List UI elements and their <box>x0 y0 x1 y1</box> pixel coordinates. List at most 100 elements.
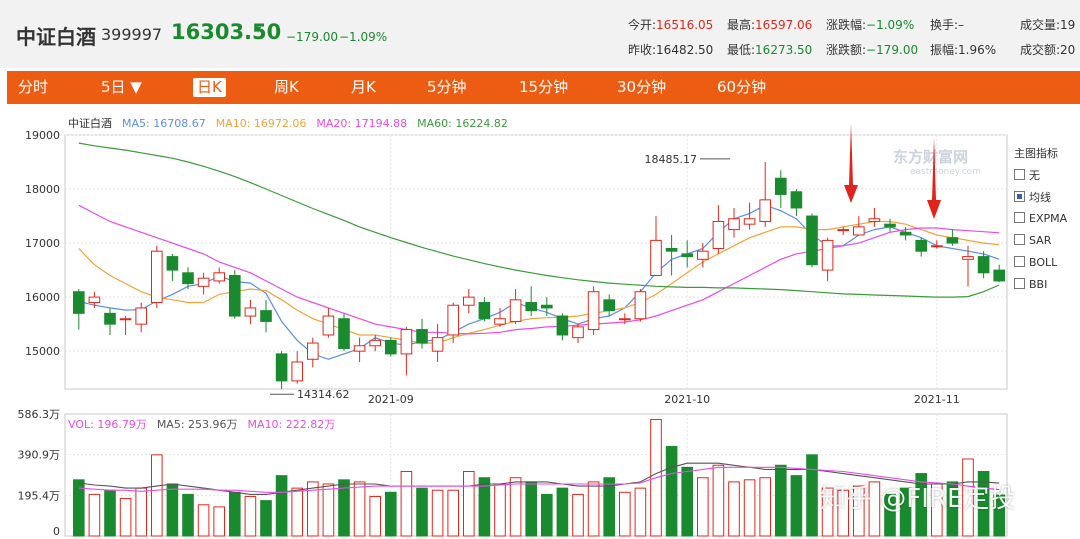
candle-up <box>821 239 834 271</box>
indicator-option-sar[interactable]: SAR <box>1014 234 1051 248</box>
candle-down <box>977 256 990 274</box>
high-value: 16597.06 <box>755 18 813 32</box>
candle-down <box>681 253 694 258</box>
indicator-option-none[interactable]: 无 <box>1014 169 1040 183</box>
volume-bar <box>509 477 522 537</box>
volume-bar <box>260 500 272 537</box>
amount-field: 成交额:20 <box>1020 41 1075 58</box>
candle-down <box>790 191 803 209</box>
high-field: 最高:16597.06 <box>727 16 812 33</box>
low-value: 16273.50 <box>755 43 813 57</box>
y-tick-label: 0 <box>53 525 60 538</box>
volume-field: 成交量:19 <box>1020 16 1075 33</box>
y-tick-label: 586.3万 <box>18 408 61 421</box>
option-label: BOLL <box>1029 256 1058 269</box>
checkbox-icon <box>1014 256 1025 267</box>
tab-15min[interactable]: 15分钟 <box>519 78 569 96</box>
low-field: 最低:16273.50 <box>727 41 812 58</box>
candle-down <box>884 223 896 228</box>
red-arrow-icon <box>844 123 858 203</box>
volume-bar <box>665 446 678 537</box>
volume-bar <box>104 489 116 537</box>
candle-down <box>993 269 1006 282</box>
price-change: −179.00 <box>286 30 339 44</box>
tab-monthly-k[interactable]: 月K <box>351 78 376 96</box>
amp-value: 1.96% <box>958 43 997 57</box>
index-price: 16303.50 <box>171 20 282 44</box>
option-label: 无 <box>1029 169 1040 182</box>
volume-bar <box>962 458 974 537</box>
volume-bar <box>977 470 990 537</box>
tab-30min[interactable]: 30分钟 <box>617 78 667 96</box>
volume-bar <box>743 479 756 537</box>
volume-bar <box>572 493 584 537</box>
volume-bar <box>119 498 132 537</box>
candle-up <box>119 318 132 321</box>
volume-bar <box>603 477 616 537</box>
volume-bar <box>915 473 928 537</box>
indicator-option-expma[interactable]: EXPMA <box>1014 212 1067 226</box>
candle-up <box>462 296 475 306</box>
candle-up <box>197 277 210 287</box>
indicator-option-ma[interactable]: 均线 <box>1014 191 1051 205</box>
annotation-high: 18485.17 <box>645 153 698 166</box>
tab-60min[interactable]: 60分钟 <box>717 78 767 96</box>
candle-down <box>665 247 678 252</box>
candle-up <box>494 318 506 325</box>
y-tick-label: 19000 <box>25 129 60 142</box>
eastmoney-logo: 东方财富网 eastmoney.com <box>893 148 981 177</box>
amp-label: 振幅: <box>930 43 959 57</box>
tab-5min[interactable]: 5分钟 <box>427 78 467 96</box>
volume-bar <box>166 483 179 537</box>
legend-item: MA10: 222.82万 <box>248 418 336 431</box>
volume-bar <box>400 470 413 537</box>
quote-header: 中证白酒 399997 16303.50 ▾ −179.00 −1.09% 今开… <box>0 0 1080 68</box>
index-name: 中证白酒 <box>16 25 96 49</box>
candle-down <box>104 312 116 325</box>
candle-up <box>868 218 881 222</box>
volume-bar <box>821 487 834 537</box>
checkbox-icon <box>1014 278 1025 289</box>
watermark-text: 知乎 @FIRE定投 <box>820 484 1016 514</box>
amount-value: 20 <box>1060 43 1076 57</box>
checkbox-checked-icon <box>1014 191 1025 202</box>
volume-bar <box>696 477 709 537</box>
indicator-option-boll[interactable]: BOLL <box>1014 256 1057 270</box>
y-tick-label: 16000 <box>25 291 60 304</box>
volume-legend: VOL: 196.79万 MA5: 253.96万 MA10: 222.82万 <box>68 418 335 431</box>
amount-label: 成交额: <box>1020 43 1061 57</box>
price-y-axis: 15000 16000 17000 18000 19000 <box>25 129 60 358</box>
ma-line-ma60 <box>78 142 1000 298</box>
candle-down <box>603 299 616 312</box>
volume-bar <box>868 481 881 537</box>
red-arrows <box>844 123 941 219</box>
tab-weekly-k[interactable]: 周K <box>274 78 299 96</box>
open-label: 今开: <box>628 18 657 32</box>
tab-5day[interactable]: 5日 ▼ <box>101 78 142 96</box>
chg-amt-value: −179.00 <box>866 43 919 57</box>
chg-amt-label: 涨跌额: <box>826 43 867 57</box>
volume-bar <box>728 481 740 537</box>
open-field: 今开:16516.05 <box>628 16 713 33</box>
volume-y-axis: 0 195.4万 390.9万 586.3万 <box>18 408 61 538</box>
volume-bar <box>228 491 241 537</box>
volume-bar <box>540 493 553 537</box>
volume-bar <box>213 506 226 537</box>
volume-bar <box>759 477 772 537</box>
volume-bar <box>197 504 210 537</box>
volume-bar <box>416 487 428 537</box>
candle-up <box>962 256 974 260</box>
candle-down <box>806 215 818 266</box>
tab-daily-k[interactable]: 日K <box>193 78 226 97</box>
checkbox-icon <box>1014 212 1025 223</box>
candle-up <box>634 291 647 320</box>
volume-ma-line <box>78 462 1000 495</box>
candle-down <box>416 329 428 344</box>
candle-up <box>587 291 600 331</box>
y-tick-label: 195.4万 <box>18 489 61 502</box>
indicator-option-bbi[interactable]: BBI <box>1014 278 1047 292</box>
legend-item: MA60: 16224.82 <box>417 117 508 130</box>
tab-intraday[interactable]: 分时 <box>18 78 49 96</box>
x-tick-label: 2021-09 <box>368 393 414 406</box>
